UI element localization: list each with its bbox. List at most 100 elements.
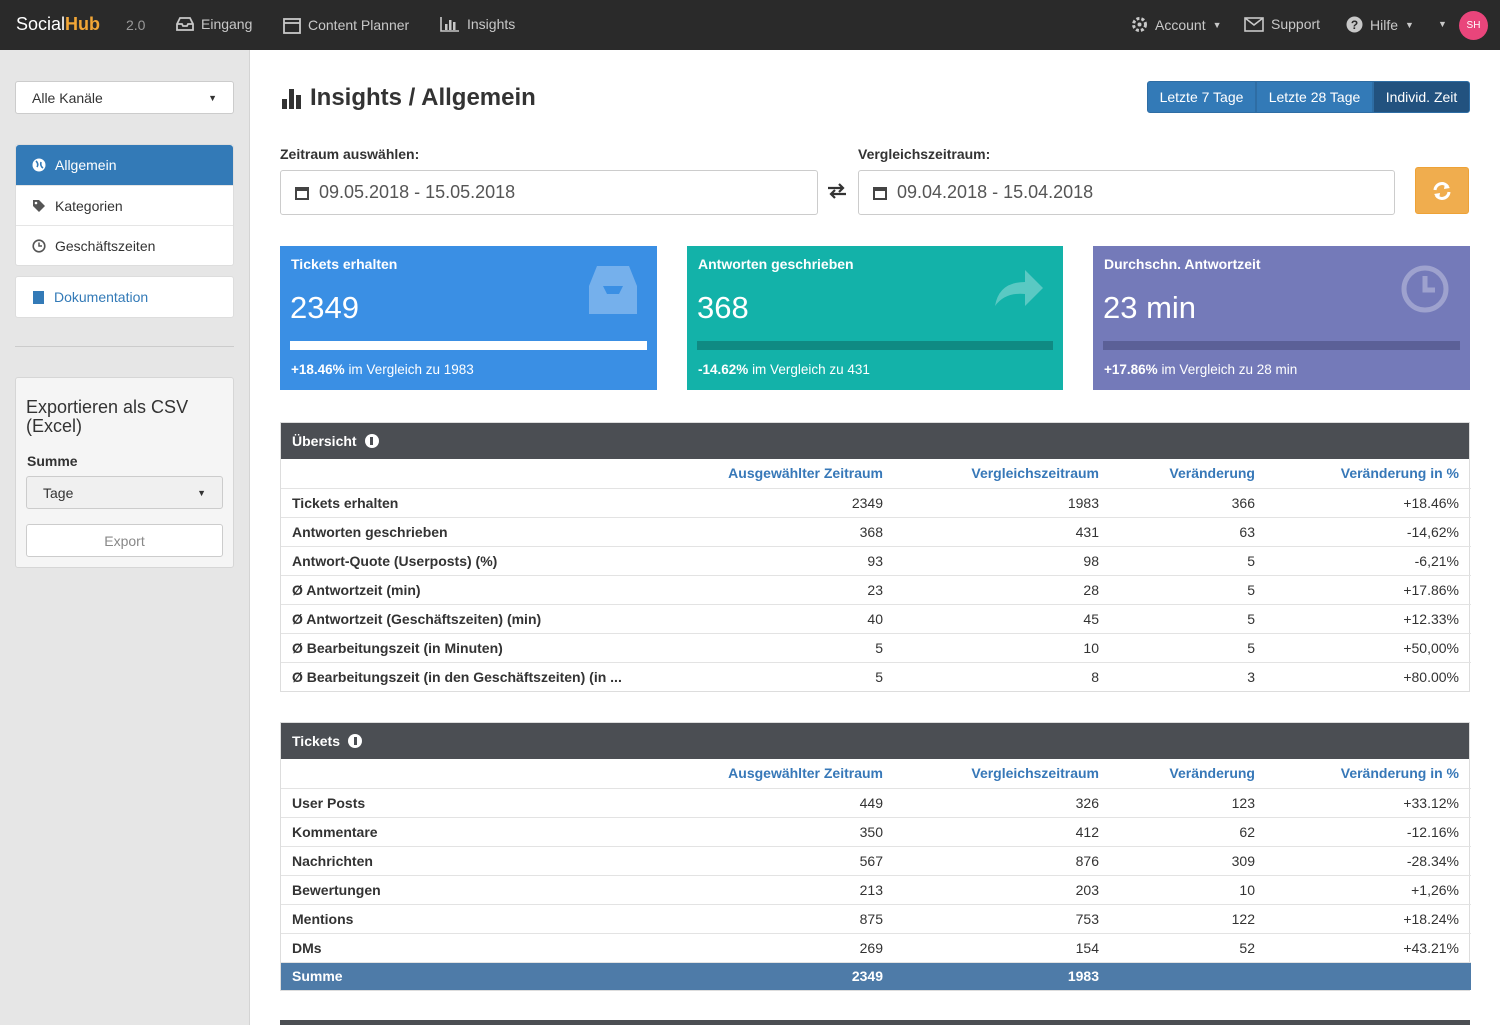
- help-icon: ?: [1346, 16, 1363, 33]
- channel-select[interactable]: Alle Kanäle ▼: [15, 81, 234, 114]
- export-button[interactable]: Export: [26, 524, 223, 557]
- panel-header: Tickets: [281, 723, 1469, 759]
- cell: 45: [895, 603, 1111, 633]
- kpi-card: Tickets erhalten 2349 +18.46% im Verglei…: [280, 246, 657, 390]
- export-select[interactable]: Tage ▼: [26, 476, 223, 509]
- total-cell: 2349: [641, 961, 895, 990]
- row-label: Tickets erhalten: [281, 487, 641, 517]
- docs-item[interactable]: Dokumentation: [16, 277, 233, 317]
- row-label: Ø Antwortzeit (Geschäftszeiten) (min): [281, 603, 641, 633]
- card-value: 2349: [290, 290, 359, 325]
- card-value: 23 min: [1103, 290, 1197, 325]
- row-label: Antworten geschrieben: [281, 516, 641, 546]
- title-icon: [282, 89, 301, 109]
- column-header[interactable]: Veränderung in %: [1340, 765, 1459, 782]
- card-title: Tickets erhalten: [291, 256, 398, 272]
- cell: 412: [895, 816, 1111, 846]
- header-row: Ausgewählter Zeitraum Vergleichszeitraum V…: [281, 759, 1471, 788]
- menu-item[interactable]: Geschäftszeiten: [16, 225, 233, 265]
- nav-item[interactable]: Support: [1244, 16, 1320, 32]
- menu-item-active[interactable]: Allgemein: [16, 145, 233, 185]
- cell: 309: [1111, 845, 1267, 875]
- menu-label: Kategorien: [55, 197, 123, 214]
- card-title: Durchschn. Antwortzeit: [1104, 256, 1261, 272]
- table-row: Ø Antwortzeit (min) 23 28 5 +17.86%: [281, 574, 1471, 604]
- caret[interactable]: ▼: [1438, 19, 1447, 29]
- column-header[interactable]: Veränderung: [1169, 465, 1255, 482]
- info-icon[interactable]: [364, 434, 379, 448]
- period-input[interactable]: 09.05.2018 - 15.05.2018: [280, 170, 818, 215]
- docs-link[interactable]: Dokumentation: [15, 276, 234, 318]
- caret: ▼: [1405, 19, 1414, 30]
- cell: +17.86%: [1267, 574, 1471, 604]
- svg-text:?: ?: [1351, 18, 1358, 32]
- nav-label: Eingang: [201, 16, 253, 32]
- avatar[interactable]: SH: [1459, 11, 1488, 40]
- cell: 5: [641, 632, 895, 662]
- header-cell: [281, 459, 641, 488]
- menu-label: Geschäftszeiten: [55, 237, 156, 254]
- panel-title: Tickets: [292, 733, 340, 749]
- cell: +12.33%: [1267, 603, 1471, 633]
- card-change: +18.46%: [291, 362, 345, 377]
- range-button[interactable]: Letzte 7 Tage: [1147, 81, 1256, 113]
- clock-icon: [32, 238, 46, 253]
- menu-item[interactable]: Kategorien: [16, 185, 233, 225]
- cell: 5: [641, 661, 895, 691]
- panel-title: Übersicht: [292, 433, 357, 449]
- table-row: Nachrichten 567 876 309 -28.34%: [281, 845, 1471, 875]
- nav-label: Insights: [467, 16, 516, 32]
- cell: 567: [641, 845, 895, 875]
- nav-item[interactable]: Account ▼: [1131, 16, 1222, 33]
- column-header[interactable]: Vergleichszeitraum: [971, 765, 1099, 782]
- range-button[interactable]: Letzte 28 Tage: [1256, 81, 1373, 113]
- nav-item[interactable]: Eingang: [176, 16, 252, 32]
- page-title: Insights / Allgemein: [282, 84, 536, 112]
- total-cell: 1983: [895, 961, 1111, 990]
- total-cell: [1267, 961, 1471, 990]
- nav-item[interactable]: ? Hilfe ▼: [1346, 16, 1414, 33]
- caret: ▼: [197, 487, 206, 498]
- card-icon: [995, 270, 1043, 306]
- compare-input[interactable]: 09.04.2018 - 15.04.2018: [858, 170, 1395, 215]
- cell: 10: [1111, 874, 1267, 904]
- panel-header: Übersicht: [281, 423, 1469, 459]
- range-button-active[interactable]: Individ. Zeit: [1373, 81, 1470, 113]
- cell: 366: [1111, 487, 1267, 517]
- navbar: SocialHub 2.0 Eingang Content Planner In…: [0, 0, 1500, 50]
- row-label: Ø Bearbeitungszeit (in Minuten): [281, 632, 641, 662]
- column-header[interactable]: Vergleichszeitraum: [971, 465, 1099, 482]
- cell: +1,26%: [1267, 874, 1471, 904]
- cell: 431: [895, 516, 1111, 546]
- table-row: Tickets erhalten 2349 1983 366 +18.46%: [281, 487, 1471, 517]
- input-value: 09.05.2018 - 15.05.2018: [319, 182, 516, 202]
- cell: +50,00%: [1267, 632, 1471, 662]
- table-row: Kommentare 350 412 62 -12.16%: [281, 816, 1471, 846]
- column-header[interactable]: Veränderung: [1169, 765, 1255, 782]
- docs-label: Dokumentation: [54, 289, 149, 305]
- column-header[interactable]: Ausgewählter Zeitraum: [728, 765, 883, 782]
- column-header[interactable]: Ausgewählter Zeitraum: [728, 465, 883, 482]
- table-row: Ø Antwortzeit (Geschäftszeiten) (min) 40 4…: [281, 603, 1471, 633]
- cell: 52: [1111, 932, 1267, 962]
- cell: 213: [641, 874, 895, 904]
- input-value: 09.04.2018 - 15.04.2018: [897, 182, 1094, 202]
- row-label: Ø Bearbeitungszeit (in den Geschäftszeit…: [281, 661, 641, 691]
- row-label: User Posts: [281, 787, 641, 817]
- swap-icon[interactable]: [827, 183, 847, 199]
- calendar-icon: [283, 18, 301, 34]
- nav-item[interactable]: Insights: [440, 16, 515, 32]
- export-label: Summe: [27, 453, 78, 469]
- brand[interactable]: SocialHub: [16, 14, 100, 35]
- nav-item[interactable]: Content Planner: [283, 16, 409, 34]
- info-icon[interactable]: [348, 734, 362, 748]
- cell: +18.24%: [1267, 903, 1471, 933]
- nav-label: Hilfe: [1370, 16, 1399, 33]
- refresh-button[interactable]: [1415, 167, 1469, 214]
- total-cell: [1111, 961, 1267, 990]
- cell: 753: [895, 903, 1111, 933]
- cell: 203: [895, 874, 1111, 904]
- table-row: Ø Bearbeitungszeit (in Minuten) 5 10 5 +50,0…: [281, 632, 1471, 662]
- data-table: Ausgewählter Zeitraum Vergleichszeitraum V…: [281, 459, 1471, 691]
- column-header[interactable]: Veränderung in %: [1340, 465, 1459, 482]
